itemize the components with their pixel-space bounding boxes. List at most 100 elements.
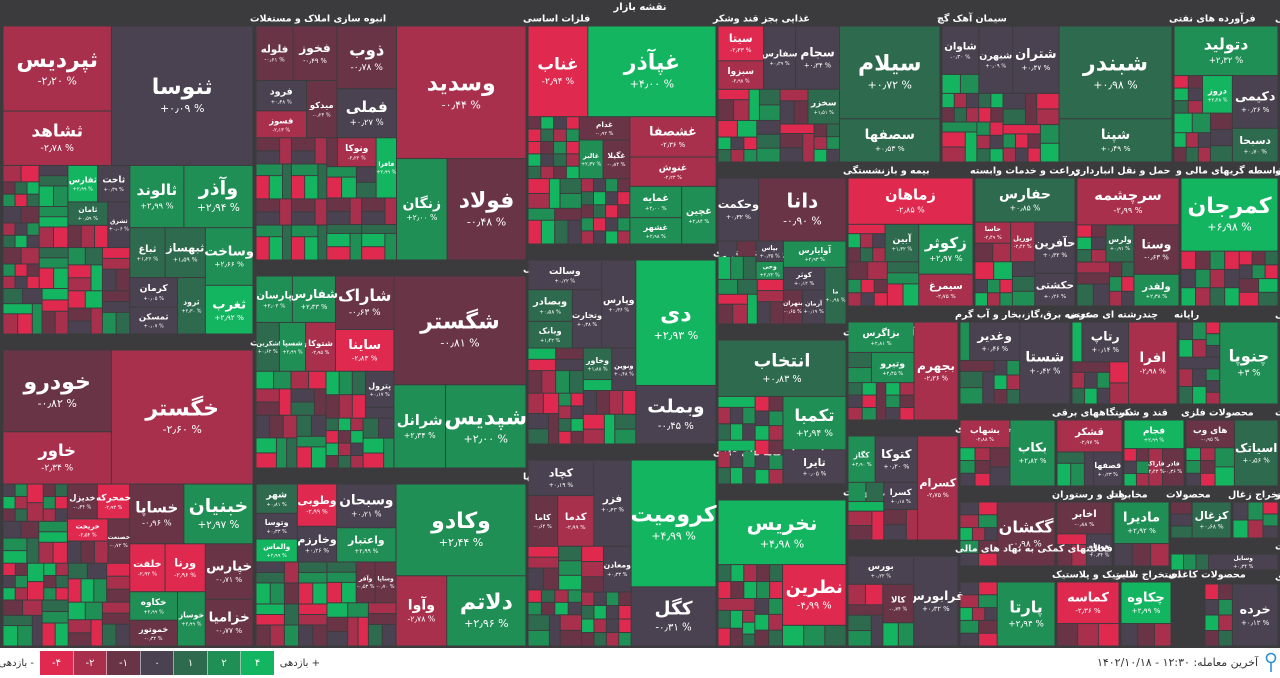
stock-tile[interactable]	[1082, 322, 1129, 362]
stock-tile[interactable]	[97, 484, 130, 519]
stock-tile[interactable]	[205, 544, 253, 599]
stock-tile[interactable]	[636, 385, 716, 444]
stock-tile[interactable]	[165, 228, 205, 278]
stock-tile[interactable]	[396, 576, 447, 646]
stock-tile[interactable]	[914, 556, 958, 646]
stock-tile[interactable]	[528, 26, 588, 117]
stock-tile[interactable]	[293, 26, 337, 80]
stock-tile[interactable]	[1057, 420, 1122, 452]
stock-tile[interactable]	[256, 111, 307, 138]
stock-tile[interactable]	[918, 436, 958, 540]
stock-tile[interactable]	[630, 218, 682, 244]
stock-tile[interactable]	[960, 420, 1010, 448]
stock-tile[interactable]	[1059, 26, 1172, 119]
stock-tile[interactable]	[1134, 274, 1179, 306]
stock-tile[interactable]	[130, 165, 184, 228]
stock-tile[interactable]	[572, 290, 602, 348]
stock-tile[interactable]	[307, 80, 337, 138]
stock-tile[interactable]	[1114, 502, 1169, 544]
stock-tile[interactable]	[256, 484, 297, 513]
stock-tile[interactable]	[184, 484, 253, 544]
stock-tile[interactable]	[1020, 322, 1070, 404]
stock-tile[interactable]	[108, 202, 130, 248]
stock-tile[interactable]	[1121, 582, 1171, 624]
stock-tile[interactable]	[3, 432, 111, 484]
stock-tile[interactable]	[337, 89, 397, 138]
stock-tile[interactable]	[583, 348, 612, 380]
stock-tile[interactable]	[130, 278, 178, 307]
stock-tile[interactable]	[447, 159, 526, 260]
stock-tile[interactable]	[1011, 222, 1035, 262]
stock-tile[interactable]	[579, 140, 603, 179]
stock-tile[interactable]	[1059, 119, 1172, 162]
stock-tile[interactable]	[445, 385, 526, 468]
stock-tile[interactable]	[718, 61, 764, 89]
stock-tile[interactable]	[528, 460, 594, 496]
stock-tile[interactable]	[840, 119, 940, 162]
stock-tile[interactable]	[108, 519, 130, 563]
stock-tile[interactable]	[130, 544, 165, 592]
stock-tile[interactable]	[3, 26, 111, 111]
stock-tile[interactable]	[756, 241, 783, 261]
stock-tile[interactable]	[825, 267, 846, 324]
stock-tile[interactable]	[337, 484, 396, 528]
stock-tile[interactable]	[130, 484, 184, 544]
stock-tile[interactable]	[528, 321, 572, 348]
stock-tile[interactable]	[840, 26, 940, 119]
stock-tile[interactable]	[848, 556, 914, 584]
stock-tile[interactable]	[942, 26, 979, 74]
stock-tile[interactable]	[718, 500, 846, 565]
stock-tile[interactable]	[603, 140, 630, 179]
stock-tile[interactable]	[256, 322, 279, 371]
stock-tile[interactable]	[68, 202, 108, 225]
stock-tile[interactable]	[1013, 26, 1059, 93]
stock-tile[interactable]	[979, 26, 1013, 93]
stock-tile[interactable]	[1035, 222, 1075, 273]
stock-tile[interactable]	[718, 178, 759, 241]
stock-tile[interactable]	[885, 224, 919, 262]
stock-tile[interactable]	[394, 385, 445, 468]
stock-tile[interactable]	[1124, 420, 1184, 449]
stock-tile[interactable]	[1057, 582, 1119, 624]
stock-tile[interactable]	[1203, 76, 1232, 113]
stock-tile[interactable]	[297, 484, 337, 526]
stock-tile[interactable]	[594, 460, 631, 546]
stock-tile[interactable]	[67, 519, 108, 541]
stock-tile[interactable]	[1232, 584, 1278, 646]
stock-tile[interactable]	[783, 450, 846, 484]
stock-tile[interactable]	[292, 276, 335, 322]
stock-tile[interactable]	[630, 117, 716, 157]
stock-tile[interactable]	[111, 350, 253, 484]
stock-tile[interactable]	[205, 599, 253, 646]
stock-tile[interactable]	[1174, 26, 1278, 76]
stock-tile[interactable]	[528, 260, 602, 290]
stock-tile[interactable]	[1134, 225, 1179, 274]
stock-tile[interactable]	[759, 178, 846, 241]
stock-tile[interactable]	[764, 26, 796, 89]
stock-tile[interactable]	[682, 186, 716, 244]
stock-tile[interactable]	[588, 26, 716, 117]
stock-tile[interactable]	[335, 329, 394, 371]
stock-tile[interactable]	[875, 436, 918, 482]
stock-tile[interactable]	[130, 592, 177, 620]
stock-tile[interactable]	[356, 562, 375, 603]
stock-tile[interactable]	[848, 178, 973, 224]
stock-tile[interactable]	[1163, 449, 1184, 486]
stock-tile[interactable]	[375, 562, 396, 603]
stock-tile[interactable]	[718, 26, 764, 61]
stock-tile[interactable]	[975, 222, 1011, 243]
stock-tile[interactable]	[337, 26, 397, 89]
stock-tile[interactable]	[914, 322, 958, 420]
stock-tile[interactable]	[306, 322, 335, 371]
stock-tile[interactable]	[970, 322, 1020, 360]
stock-tile[interactable]	[256, 26, 293, 80]
stock-tile[interactable]	[718, 340, 846, 396]
stock-tile[interactable]	[279, 322, 306, 371]
stock-tile[interactable]	[528, 290, 572, 321]
stock-tile[interactable]	[783, 267, 825, 290]
stock-tile[interactable]	[636, 260, 716, 385]
stock-tile[interactable]	[337, 528, 396, 562]
stock-tile[interactable]	[1234, 420, 1278, 486]
stock-tile[interactable]	[783, 290, 802, 324]
stock-tile[interactable]	[177, 592, 205, 646]
